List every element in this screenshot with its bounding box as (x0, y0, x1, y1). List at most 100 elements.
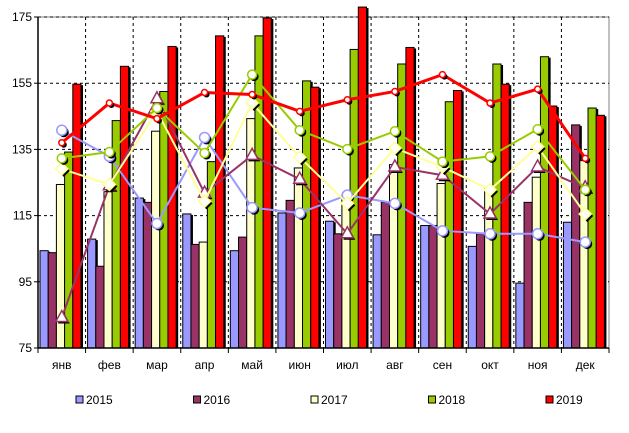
marker-2019-июл (343, 96, 352, 104)
bar-2015-сен (420, 225, 430, 349)
bar-2016-май (238, 236, 248, 349)
marker-2018-фев (104, 146, 115, 158)
marker-2015-авг (389, 197, 401, 210)
marker-2017-окт (482, 182, 498, 197)
y-tick-label: 135 (12, 142, 32, 156)
legend-swatch-2015 (75, 395, 84, 404)
bar-2015-фев (87, 238, 97, 349)
marker-2018-июл (342, 143, 353, 155)
bar-2019-май (262, 17, 272, 349)
marker-2019-апр (200, 88, 209, 97)
x-tick-label: мар (146, 358, 168, 372)
bar-2017-ноя (531, 176, 541, 349)
marker-2018-апр (199, 147, 210, 159)
y-tick-label: 75 (19, 341, 33, 355)
marker-2016-июн (292, 170, 307, 184)
x-tick-label: фев (98, 358, 121, 372)
bar-2017-фев (103, 191, 113, 349)
x-tick-label: июл (336, 358, 358, 372)
bar-2015-июл (325, 220, 335, 349)
bar-2015-окт (467, 245, 477, 349)
legend-label-2019: 2019 (556, 393, 583, 407)
bar-2017-мар (151, 130, 161, 349)
gridlines (37, 16, 610, 349)
marker-2015-май (246, 201, 258, 214)
marker-2017-авг (387, 141, 402, 156)
bar-2017-июн (293, 167, 304, 349)
marker-2017-июл (340, 196, 355, 211)
bar-2016-июл (333, 233, 343, 349)
bars (39, 6, 607, 349)
bar-2019-янв (72, 83, 82, 349)
x-tick-label: июн (289, 358, 311, 372)
bar-2016-апр (190, 243, 200, 349)
marker-2019-сен (438, 70, 447, 79)
marker-2019-окт (486, 99, 494, 107)
marker-2018-ноя (532, 123, 543, 135)
marker-2018-сен (437, 156, 448, 167)
marker-2016-окт (482, 205, 498, 219)
x-tick-label: апр (195, 358, 215, 372)
y-tick-label: 155 (12, 76, 32, 90)
bar-2017-сен (436, 182, 446, 349)
x-tick-label: дек (576, 358, 596, 372)
marker-2018-янв (56, 153, 68, 164)
bar-2016-окт (475, 233, 486, 349)
legend-label-2017: 2017 (321, 393, 348, 407)
legend-swatch-2017 (310, 395, 319, 404)
bar-2017-июл (341, 194, 351, 349)
marker-2015-ноя (531, 228, 544, 240)
marker-2017-ноя (530, 139, 545, 154)
marker-2018-авг (389, 125, 401, 137)
line-2017 (61, 101, 587, 215)
bar-2017-авг (388, 164, 399, 349)
legend-label-2015: 2015 (86, 393, 113, 407)
marker-2015-янв (56, 124, 68, 136)
legend-swatch-2016 (193, 395, 201, 404)
bar-2019-ноя (548, 105, 558, 349)
marker-2017-май (245, 95, 260, 111)
bar-2019-сен (452, 89, 463, 349)
marker-2015-сен (436, 225, 449, 237)
legend-swatch-2019 (545, 395, 554, 404)
bar-2015-авг (372, 234, 382, 349)
bar-2016-янв (47, 252, 57, 349)
bar-2016-июн (285, 199, 295, 349)
marker-2017-апр (197, 194, 212, 209)
x-tick-label: окт (481, 358, 499, 372)
bar-2015-дек (562, 221, 573, 349)
marker-2017-дек (578, 206, 593, 222)
y-tick-label: 95 (19, 275, 33, 289)
marker-2018-июн (294, 124, 305, 136)
marker-2015-окт (484, 228, 496, 240)
marker-2015-дек (579, 236, 591, 248)
marker-2018-дек (579, 184, 591, 196)
line-2016 (60, 96, 586, 318)
marker-2017-янв (54, 161, 69, 176)
marker-2016-авг (387, 158, 403, 172)
bar-2017-апр (198, 241, 208, 349)
marker-2019-фев (105, 99, 114, 107)
marker-2016-ноя (530, 158, 545, 172)
marker-2019-май (248, 90, 256, 99)
bar-2015-мар (134, 197, 144, 349)
legend-label-2016: 2016 (204, 393, 231, 407)
marker-2019-ноя (533, 85, 542, 93)
bar-2019-дек (595, 114, 605, 349)
marker-2015-апр (198, 131, 211, 144)
marker-2017-июн (292, 150, 307, 165)
marker-2018-мар (151, 102, 163, 114)
x-tick-label: авг (386, 358, 404, 372)
x-tick-label: сен (433, 358, 452, 372)
legend-label-2018: 2018 (439, 393, 466, 407)
marker-2019-мар (153, 114, 161, 123)
line-2019 (60, 72, 587, 160)
y-tick-label: 175 (12, 10, 32, 24)
legend-swatch-2018 (428, 395, 436, 404)
marker-2016-янв (54, 308, 70, 323)
bar-2016-ноя (523, 201, 533, 349)
marker-2015-мар (151, 217, 163, 230)
lines (54, 69, 594, 324)
bar-2015-янв (39, 250, 49, 349)
